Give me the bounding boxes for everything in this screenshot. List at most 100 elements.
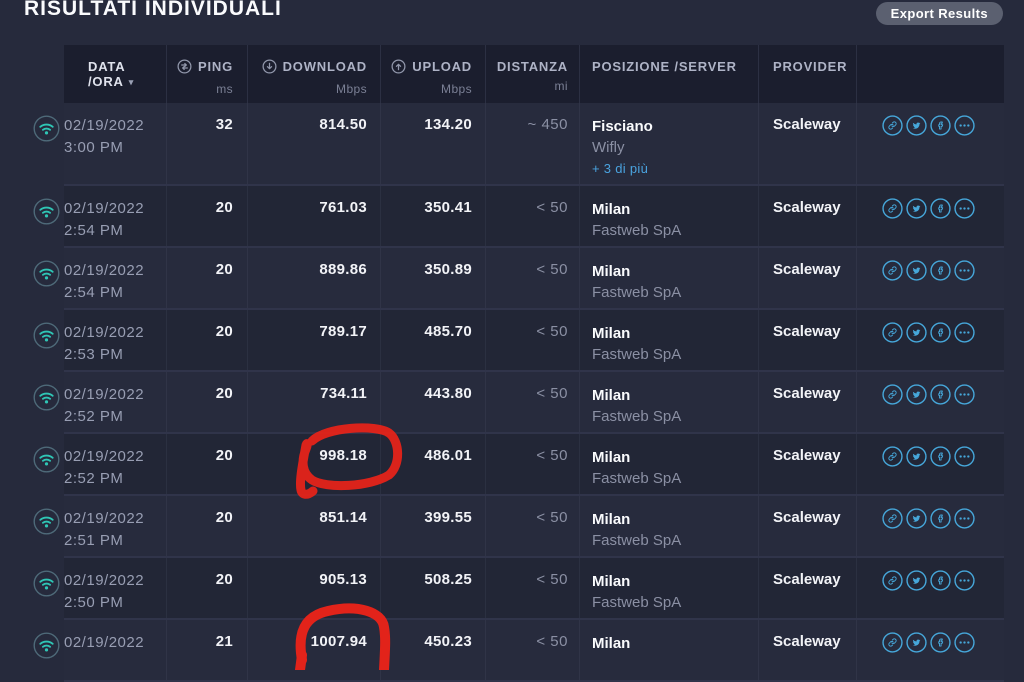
table-row[interactable]: 02/19/2022 21 1007.94 450.23 < 50 Milan … xyxy=(24,620,1004,682)
result-date: 02/19/2022 xyxy=(64,117,145,134)
upload-unit-label: Mbps xyxy=(441,82,472,96)
twitter-icon[interactable] xyxy=(906,570,927,591)
link-icon[interactable] xyxy=(882,446,903,467)
link-icon[interactable] xyxy=(882,260,903,281)
server-city: Milan xyxy=(592,635,631,652)
twitter-icon[interactable] xyxy=(906,198,927,219)
more-options-icon[interactable] xyxy=(954,115,975,136)
column-header-date[interactable]: DATA /ORA ▾ xyxy=(64,45,166,103)
result-date: 02/19/2022 xyxy=(64,386,145,403)
result-date: 02/19/2022 xyxy=(64,448,145,465)
ping-value: 32 xyxy=(166,103,247,184)
column-header-upload-label: UPLOAD xyxy=(412,59,472,74)
table-row[interactable]: 02/19/2022 2:52 PM 20 734.11 443.80 < 50… xyxy=(24,372,1004,434)
more-options-icon[interactable] xyxy=(954,446,975,467)
column-header-download[interactable]: DOWNLOAD Mbps xyxy=(247,45,380,103)
twitter-icon[interactable] xyxy=(906,260,927,281)
ping-value: 20 xyxy=(166,372,247,432)
more-options-icon[interactable] xyxy=(954,384,975,405)
column-header-position[interactable]: POSIZIONE /SERVER xyxy=(579,45,758,103)
distance-value: < 50 xyxy=(485,248,579,308)
facebook-icon[interactable] xyxy=(930,322,951,343)
link-icon[interactable] xyxy=(882,508,903,529)
link-icon[interactable] xyxy=(882,198,903,219)
more-options-icon[interactable] xyxy=(954,632,975,653)
wifi-icon xyxy=(33,260,60,291)
more-options-icon[interactable] xyxy=(954,322,975,343)
more-options-icon[interactable] xyxy=(954,198,975,219)
link-icon[interactable] xyxy=(882,384,903,405)
wifi-icon xyxy=(33,322,60,353)
page-title: RISULTATI INDIVIDUALI xyxy=(24,0,282,20)
download-unit-label: Mbps xyxy=(336,82,367,96)
column-header-upload[interactable]: UPLOAD Mbps xyxy=(380,45,485,103)
export-results-button[interactable]: Export Results xyxy=(875,2,1003,25)
server-name: Fastweb SpA xyxy=(592,408,682,425)
column-header-ping[interactable]: PING ms xyxy=(166,45,247,103)
table-row[interactable]: 02/19/2022 2:52 PM 20 998.18 486.01 < 50… xyxy=(24,434,1004,496)
link-icon[interactable] xyxy=(882,115,903,136)
ping-unit-label: ms xyxy=(216,82,233,96)
table-row[interactable]: 02/19/2022 2:50 PM 20 905.13 508.25 < 50… xyxy=(24,558,1004,620)
provider-value: Scaleway xyxy=(758,620,856,680)
sort-desc-icon: ▾ xyxy=(128,77,135,87)
twitter-icon[interactable] xyxy=(906,508,927,529)
result-time: 2:54 PM xyxy=(64,222,124,239)
ping-value: 20 xyxy=(166,558,247,618)
distance-value: < 50 xyxy=(485,310,579,370)
ping-value: 20 xyxy=(166,310,247,370)
column-header-download-label: DOWNLOAD xyxy=(282,59,367,74)
more-options-icon[interactable] xyxy=(954,570,975,591)
twitter-icon[interactable] xyxy=(906,115,927,136)
upload-value: 443.80 xyxy=(380,372,485,432)
table-row[interactable]: 02/19/2022 2:54 PM 20 761.03 350.41 < 50… xyxy=(24,186,1004,248)
facebook-icon[interactable] xyxy=(930,115,951,136)
more-options-icon[interactable] xyxy=(954,508,975,529)
more-options-icon[interactable] xyxy=(954,260,975,281)
link-icon[interactable] xyxy=(882,322,903,343)
facebook-icon[interactable] xyxy=(930,570,951,591)
facebook-icon[interactable] xyxy=(930,198,951,219)
distance-value: < 50 xyxy=(485,620,579,680)
table-row[interactable]: 02/19/2022 2:51 PM 20 851.14 399.55 < 50… xyxy=(24,496,1004,558)
server-more-link[interactable]: + 3 di più xyxy=(592,161,649,176)
upload-value: 350.41 xyxy=(380,186,485,246)
distance-value: < 50 xyxy=(485,434,579,494)
table-header: DATA /ORA ▾ PING ms DOWNLOAD Mbps UPLOAD … xyxy=(64,45,1004,103)
facebook-icon[interactable] xyxy=(930,384,951,405)
result-time: 2:51 PM xyxy=(64,532,124,549)
ping-value: 20 xyxy=(166,496,247,556)
table-row[interactable]: 02/19/2022 3:00 PM 32 814.50 134.20 ~ 45… xyxy=(24,103,1004,186)
twitter-icon[interactable] xyxy=(906,632,927,653)
facebook-icon[interactable] xyxy=(930,632,951,653)
column-header-ping-label: PING xyxy=(198,59,233,74)
result-time: 2:52 PM xyxy=(64,408,124,425)
link-icon[interactable] xyxy=(882,570,903,591)
distance-value: < 50 xyxy=(485,496,579,556)
column-header-distance[interactable]: DISTANZA mi xyxy=(485,45,579,103)
download-value: 851.14 xyxy=(247,496,380,556)
table-row[interactable]: 02/19/2022 2:53 PM 20 789.17 485.70 < 50… xyxy=(24,310,1004,372)
facebook-icon[interactable] xyxy=(930,508,951,529)
server-name: Wifly xyxy=(592,139,625,156)
facebook-icon[interactable] xyxy=(930,260,951,281)
provider-value: Scaleway xyxy=(758,103,856,184)
twitter-icon[interactable] xyxy=(906,446,927,467)
table-row[interactable]: 02/19/2022 2:54 PM 20 889.86 350.89 < 50… xyxy=(24,248,1004,310)
download-value: 1007.94 xyxy=(247,620,380,680)
twitter-icon[interactable] xyxy=(906,322,927,343)
column-header-provider[interactable]: PROVIDER xyxy=(758,45,856,103)
download-value: 905.13 xyxy=(247,558,380,618)
distance-unit-label: mi xyxy=(554,79,568,93)
result-time: 3:00 PM xyxy=(64,139,124,156)
provider-value: Scaleway xyxy=(758,496,856,556)
result-time: 2:50 PM xyxy=(64,594,124,611)
server-name: Fastweb SpA xyxy=(592,284,682,301)
link-icon[interactable] xyxy=(882,632,903,653)
upload-value: 486.01 xyxy=(380,434,485,494)
facebook-icon[interactable] xyxy=(930,446,951,467)
twitter-icon[interactable] xyxy=(906,384,927,405)
server-city: Milan xyxy=(592,201,631,218)
server-city: Milan xyxy=(592,511,631,528)
ping-value: 21 xyxy=(166,620,247,680)
